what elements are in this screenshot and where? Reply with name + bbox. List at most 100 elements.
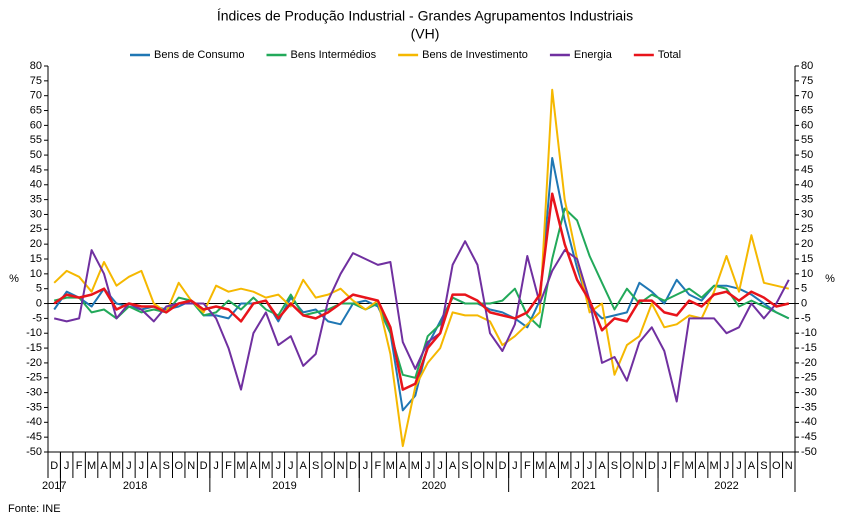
y2-tick-label: 5 [801, 283, 807, 295]
y2-tick-label: -25 [801, 372, 817, 384]
x-tick-label: F [225, 460, 232, 472]
x-tick-label: A [399, 460, 407, 472]
x-tick-label: F [524, 460, 531, 472]
x-tick-label: M [112, 460, 121, 472]
legend-label: Bens de Investimento [422, 49, 528, 61]
y-tick-label: -40 [26, 416, 42, 428]
x-tick-label: A [250, 460, 258, 472]
x-tick-label: D [200, 460, 208, 472]
y2-axis-label: % [825, 273, 835, 285]
series-line [53, 88, 790, 448]
y-tick-label: -20 [26, 357, 42, 369]
y-tick-label: 30 [30, 208, 42, 220]
y-tick-label: 45 [30, 164, 42, 176]
x-tick-label: D [50, 460, 58, 472]
x-tick-label: J [574, 460, 580, 472]
x-tick-label: J [64, 460, 70, 472]
y2-tick-label: 45 [801, 164, 813, 176]
x-tick-label: O [772, 460, 781, 472]
y2-tick-label: 55 [801, 134, 813, 146]
y-tick-label: 80 [30, 60, 42, 72]
x-tick-label: S [461, 460, 468, 472]
y-tick-label: -15 [26, 342, 42, 354]
x-tick-label: A [100, 460, 108, 472]
y2-tick-label: -35 [801, 401, 817, 413]
x-tick-label: M [236, 460, 245, 472]
y2-tick-label: 60 [801, 119, 813, 131]
y2-tick-label: 30 [801, 208, 813, 220]
y-tick-label: -10 [26, 327, 42, 339]
y-tick-label: 65 [30, 104, 42, 116]
x-tick-label: M [87, 460, 96, 472]
y2-tick-label: 15 [801, 253, 813, 265]
x-tick-label: S [611, 460, 618, 472]
legend-label: Bens de Consumo [154, 49, 245, 61]
x-tick-label: A [598, 460, 606, 472]
y-tick-label: -50 [26, 446, 42, 458]
x-tick-label: A [300, 460, 308, 472]
y-axis-label: % [9, 273, 19, 285]
x-tick-label: N [486, 460, 494, 472]
y2-tick-label: 80 [801, 60, 813, 72]
x-tick-label: A [449, 460, 457, 472]
x-tick-label: M [709, 460, 718, 472]
x-tick-label: J [425, 460, 431, 472]
chart-subtitle: (VH) [411, 26, 440, 42]
year-label: 2017 [42, 480, 66, 492]
year-label: 2022 [714, 480, 738, 492]
x-tick-label: M [685, 460, 694, 472]
series-line [53, 157, 790, 412]
x-tick-label: F [673, 460, 680, 472]
x-tick-label: J [213, 460, 219, 472]
y-tick-label: 10 [30, 268, 42, 280]
x-tick-label: D [498, 460, 506, 472]
x-tick-label: N [187, 460, 195, 472]
x-tick-label: A [150, 460, 158, 472]
y-tick-label: 40 [30, 179, 42, 191]
x-tick-label: N [785, 460, 793, 472]
x-tick-label: J [139, 460, 145, 472]
series-line [53, 240, 790, 403]
y2-tick-label: -10 [801, 327, 817, 339]
x-tick-label: N [337, 460, 345, 472]
y-tick-label: 5 [36, 283, 42, 295]
y-tick-label: 75 [30, 75, 42, 87]
x-tick-label: J [276, 460, 282, 472]
x-tick-label: J [363, 460, 369, 472]
y-tick-label: 0 [36, 297, 42, 309]
legend-label: Bens Intermédios [291, 49, 377, 61]
x-tick-label: O [473, 460, 482, 472]
y2-tick-label: 25 [801, 223, 813, 235]
y-tick-label: 35 [30, 194, 42, 206]
x-tick-label: S [760, 460, 767, 472]
y-tick-label: 60 [30, 119, 42, 131]
y2-tick-label: 70 [801, 90, 813, 102]
y2-tick-label: 40 [801, 179, 813, 191]
series-line [53, 192, 790, 391]
y2-tick-label: -45 [801, 431, 817, 443]
y-tick-label: 20 [30, 238, 42, 250]
x-tick-label: M [560, 460, 569, 472]
y2-tick-label: 65 [801, 104, 813, 116]
x-tick-label: J [512, 460, 518, 472]
x-tick-label: M [261, 460, 270, 472]
x-tick-label: O [174, 460, 183, 472]
legend-label: Total [658, 49, 681, 61]
x-tick-label: J [437, 460, 443, 472]
year-label: 2020 [422, 480, 446, 492]
y-tick-label: 25 [30, 223, 42, 235]
legend-label: Energia [574, 49, 613, 61]
y2-tick-label: -30 [801, 387, 817, 399]
y-tick-label: 15 [30, 253, 42, 265]
y2-tick-label: 20 [801, 238, 813, 250]
x-tick-label: F [76, 460, 83, 472]
x-tick-label: A [748, 460, 756, 472]
x-tick-label: O [623, 460, 632, 472]
y2-tick-label: 10 [801, 268, 813, 280]
x-tick-label: O [324, 460, 333, 472]
x-tick-label: M [386, 460, 395, 472]
x-tick-label: J [736, 460, 742, 472]
year-label: 2021 [571, 480, 595, 492]
x-tick-label: M [535, 460, 544, 472]
